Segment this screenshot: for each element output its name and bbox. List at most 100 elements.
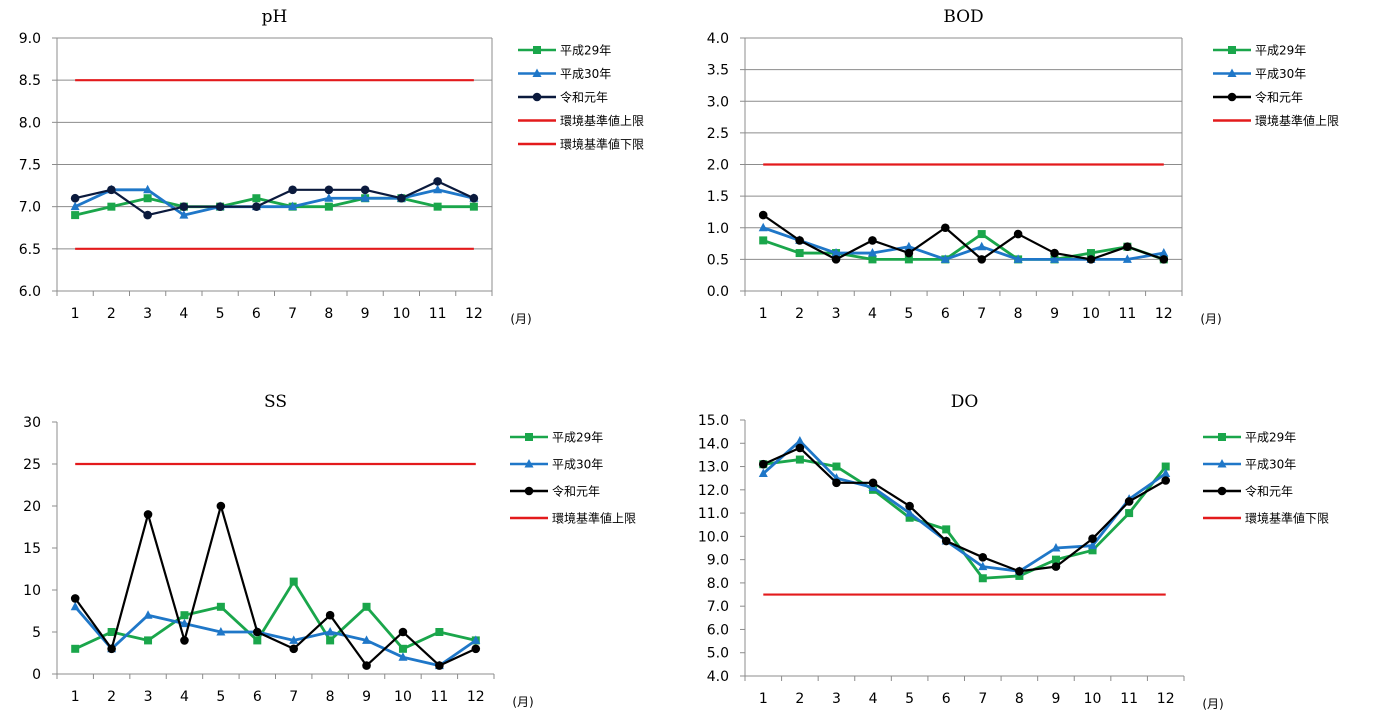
- data-point: [325, 610, 335, 620]
- data-point: [289, 635, 299, 644]
- data-point: [904, 241, 914, 251]
- legend-item: 平成29年: [1213, 44, 1306, 58]
- y-tick-label: 8.0: [19, 115, 41, 131]
- y-tick-label: 6.0: [707, 622, 729, 638]
- data-point: [978, 553, 988, 562]
- data-point: [1122, 254, 1132, 263]
- data-point: [70, 201, 80, 211]
- data-point: [868, 236, 877, 245]
- x-tick-label: 4: [179, 306, 188, 322]
- legend-label: 環境基準値下限: [1245, 511, 1329, 526]
- data-point: [180, 611, 189, 620]
- x-tick-label: 7: [977, 306, 986, 322]
- y-tick-label: 0: [32, 667, 41, 683]
- legend-item: 環境基準値上限: [518, 113, 644, 128]
- legend-marker: [1227, 68, 1237, 77]
- data-point: [398, 644, 407, 653]
- data-point: [288, 201, 298, 211]
- x-tick-label: 9: [1050, 306, 1059, 322]
- legend-label: 環境基準値上限: [552, 511, 636, 526]
- data-point: [905, 501, 914, 511]
- chart-do: DO 4.0 5.0 6.0 7.0 8.0 9.0 10.0 11.0 12.0 13.0 14.0…: [698, 392, 1329, 711]
- data-point: [471, 644, 481, 654]
- x-tick-label: 3: [832, 691, 841, 707]
- series-line: [762, 214, 1165, 261]
- legend-item: 平成30年: [518, 67, 611, 81]
- data-point: [1086, 255, 1096, 264]
- data-point: [143, 184, 153, 194]
- data-point: [143, 210, 152, 220]
- y-tick-label: 30: [23, 415, 41, 431]
- legend-label: 環境基準値下限: [560, 137, 644, 152]
- data-point: [868, 478, 878, 488]
- data-point: [977, 241, 987, 251]
- y-tick-label: 15: [23, 541, 41, 557]
- data-point: [978, 561, 988, 571]
- series-line: [762, 446, 1167, 573]
- legend-marker: [1217, 486, 1227, 496]
- y-tick-label: 1.5: [707, 189, 729, 205]
- data-point: [71, 211, 80, 220]
- x-tick-label: 2: [795, 691, 804, 707]
- data-point: [758, 468, 768, 478]
- data-point: [144, 636, 153, 645]
- legend-label: 平成29年: [1245, 431, 1296, 445]
- x-tick-label: 3: [832, 306, 841, 322]
- data-point: [398, 627, 408, 637]
- data-point: [1086, 249, 1095, 258]
- data-point: [324, 202, 333, 211]
- data-point: [143, 610, 153, 619]
- x-tick-label: 11: [1120, 691, 1138, 707]
- series-line: [74, 180, 475, 217]
- legend-item: 令和元年: [518, 90, 608, 105]
- y-tick-label: 3.5: [707, 63, 729, 79]
- data-point: [107, 185, 116, 195]
- legend-marker: [525, 433, 533, 441]
- legend-item: 環境基準値上限: [510, 511, 636, 526]
- data-point: [252, 194, 261, 203]
- x-tick-label: 11: [429, 306, 447, 322]
- series-line: [74, 580, 477, 651]
- legend-item: 平成29年: [1203, 431, 1296, 445]
- legend-marker: [1227, 92, 1237, 102]
- data-point: [253, 636, 262, 645]
- series-line: [762, 439, 1167, 573]
- x-tick-label: 4: [868, 306, 877, 322]
- legend-marker: [1218, 433, 1226, 441]
- y-tick-label: 25: [23, 457, 41, 473]
- data-point: [905, 508, 915, 517]
- x-tick-label: 8: [326, 689, 335, 705]
- legend-label: 平成30年: [560, 67, 611, 81]
- data-point: [1125, 509, 1134, 518]
- y-tick-label: 0.5: [707, 252, 729, 268]
- data-point: [1161, 476, 1171, 485]
- y-tick-label: 7.0: [19, 200, 41, 216]
- data-point: [1015, 566, 1024, 576]
- x-tick-label: 1: [759, 306, 768, 322]
- legend-label: 令和元年: [1245, 484, 1293, 499]
- x-tick-label: 8: [1014, 306, 1023, 322]
- legend-label: 令和元年: [1255, 90, 1303, 105]
- x-tick-label: 10: [394, 689, 412, 705]
- legend-marker: [524, 459, 534, 468]
- data-point: [867, 248, 877, 257]
- data-point: [469, 202, 478, 211]
- data-point: [71, 644, 80, 653]
- data-point: [252, 627, 262, 637]
- series-2: [758, 435, 1171, 575]
- y-tick-label: 5.0: [707, 646, 729, 662]
- y-tick-label: 2.0: [707, 158, 729, 174]
- y-tick-label: 15.0: [698, 413, 729, 429]
- data-point: [1161, 468, 1171, 478]
- y-tick-label: 5: [32, 625, 41, 641]
- x-tick-label: 1: [71, 306, 80, 322]
- chart-title: BOD: [943, 7, 983, 27]
- data-point: [1161, 462, 1170, 471]
- data-point: [179, 202, 189, 211]
- chart-title: SS: [264, 392, 287, 412]
- x-tick-label: 11: [1118, 306, 1136, 322]
- data-point: [70, 601, 80, 611]
- data-point: [288, 185, 297, 195]
- legend-label: 平成29年: [552, 431, 603, 445]
